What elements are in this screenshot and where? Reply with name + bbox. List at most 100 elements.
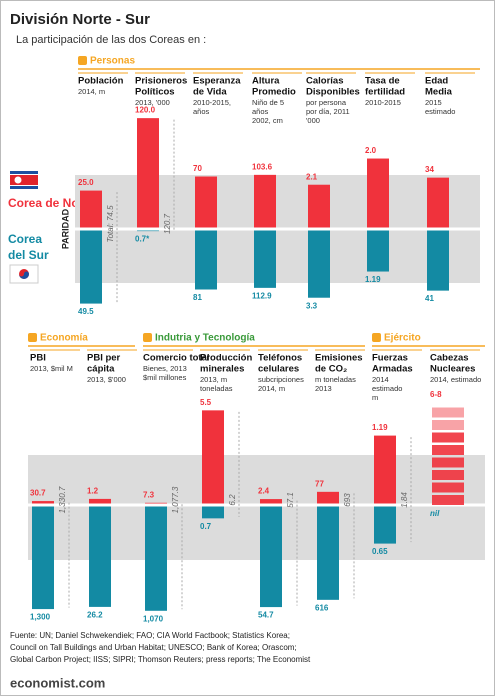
column-sublabel: 2013, '000 [135,98,170,107]
north-value: 25.0 [78,178,94,187]
north-bar [137,118,159,228]
south-bar [32,506,54,610]
column-label: Tasa de [365,76,400,87]
warhead-block [432,445,464,455]
axis-label: PARIDAD [60,208,70,249]
site: economist.com [10,675,105,690]
north-bar [317,491,339,504]
column-sublabel: m [372,393,378,402]
column-sublabel: m toneladas [315,375,356,384]
source: Fuente: UN; Daniel Schwekendiek; FAO; CI… [10,631,290,640]
south-value: 616 [315,603,329,612]
section-heading: Indutria y Tecnología [155,333,255,344]
source: Council on Tall Buildings and Urban Habi… [10,643,297,652]
north-value: 103.6 [252,162,273,171]
title: División Norte - Sur [10,11,150,28]
column-sublabel: 2015 [425,98,442,107]
section-icon [143,333,152,342]
column-sublabel: estimado [425,107,455,116]
north-bar [89,498,111,504]
south-flag [9,264,39,284]
total-label: Total: 74.5 [106,205,115,243]
warhead-block [432,457,464,468]
south-value: 112.9 [252,291,272,300]
south-value: 1,300 [30,613,51,622]
column-label: Políticos [135,87,175,98]
column-label: Calorías [306,76,344,87]
north-bar [308,184,330,228]
column-label: Prisioneros [135,76,187,87]
column-sublabel: 2014, m [78,87,105,96]
column-sublabel: 2013, m [200,375,227,384]
column-sublabel: 2010-2015, [193,98,231,107]
north-value: 6-8 [430,390,442,399]
north-value: 70 [193,164,202,173]
section-icon [28,333,37,342]
column-sublabel: 2014, m [258,384,285,393]
column-label: Esperanza [193,76,241,87]
column-sublabel: 2013, $'000 [87,375,126,384]
south-bar [137,230,159,232]
section-icon [372,333,381,342]
column-sublabel: toneladas [200,384,233,393]
section-icon [78,56,87,65]
column-label: Teléfonos [258,353,302,364]
column-label: Armadas [372,364,413,375]
column-sublabel: Niño de 5 [252,98,284,107]
column-label: Disponibles [306,87,360,98]
south-bar [195,230,217,290]
column-sublabel: por persona [306,98,347,107]
warhead-block [432,432,464,443]
column-sublabel: '000 [306,116,320,125]
column-label: Promedio [252,87,296,98]
legend-south: del Sur [8,248,49,262]
warhead-block [432,470,464,480]
column-label: Población [78,76,124,87]
north-bar [145,502,167,504]
column-label: Producción [200,353,252,364]
north-value: 7.3 [143,490,155,499]
north-value: 77 [315,479,324,488]
total-label: 57.1 [286,492,295,508]
south-bar [260,506,282,608]
total-label: 1.84 [400,492,409,508]
south-value: 0.7* [135,235,150,244]
north-flag [10,171,38,189]
north-bar [374,435,396,504]
column-label: PBI per [87,353,121,364]
south-value: 81 [193,293,202,302]
column-label: fertilidad [365,87,405,98]
column-sublabel: por día, 2011 [306,107,350,116]
column-sublabel: años [193,107,210,116]
north-bar [427,177,449,228]
warhead-block [432,495,464,505]
column-sublabel: 2014, estimado [430,375,481,384]
column-label: Altura [252,76,280,87]
south-value: 0.65 [372,547,388,556]
column-label: Comercio total [143,353,210,364]
south-value: 1.19 [365,275,381,284]
north-bar [195,176,217,228]
south-bar [317,506,339,600]
section-heading: Economía [40,333,88,344]
column-label: de CO₂ [315,364,347,375]
north-bar [202,410,224,504]
north-bar [80,190,102,228]
south-value: 26.2 [87,611,103,620]
column-label: cápita [87,364,115,375]
north-bar [260,499,282,504]
warhead-block [432,407,464,418]
south-value: 49.5 [78,307,94,316]
north-value: 2.4 [258,487,270,496]
column-sublabel: 2002, cm [252,116,283,125]
north-value: 1.19 [372,423,388,432]
column-sublabel: Bienes, 2013 [143,364,187,373]
section-heading: Ejército [384,333,421,344]
south-bar [202,506,224,519]
column-label: Edad [425,76,448,87]
north-value: 2.0 [365,146,377,155]
column-label: de Vida [193,87,227,98]
column-label: minerales [200,364,244,375]
column-label: Cabezas [430,353,469,364]
